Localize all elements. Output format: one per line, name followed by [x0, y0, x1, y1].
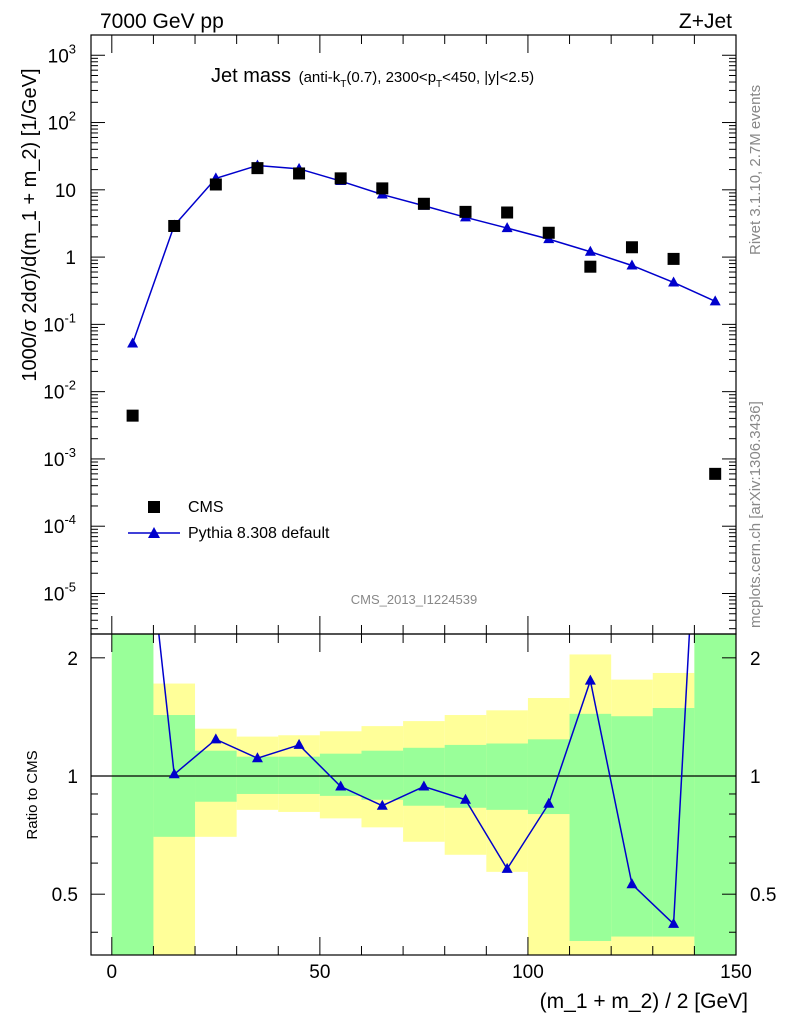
ratio-band-green: [569, 713, 612, 941]
cms-point: [126, 409, 139, 422]
x-tick-label: 100: [512, 962, 544, 983]
main-panel-frame: [90, 34, 737, 635]
ratio-point: [168, 768, 180, 779]
x-axis-label: (m_1 + m_2) / 2 [GeV]: [540, 990, 748, 1013]
cms-point: [376, 182, 389, 195]
cms-point: [542, 226, 555, 239]
ratio-band-green: [278, 756, 320, 794]
ratio-point: [251, 752, 263, 763]
y-tick-label: 10-1: [43, 310, 76, 336]
ratio-panel-frame: [90, 633, 737, 956]
ratio-point: [501, 862, 513, 873]
pythia-point: [709, 295, 721, 306]
y-tick-label: 10-2: [43, 378, 76, 404]
ratio-tick-label-left: 0.5: [52, 885, 78, 906]
ratio-point: [584, 674, 596, 685]
ratio-point: [293, 738, 305, 749]
y-axis-label: 1000/σ 2dσ)/d(m_1 + m_2) [1/GeV]: [19, 68, 41, 381]
ratio-point: [376, 799, 388, 810]
pythia-point: [626, 259, 638, 270]
ratio-band-green: [111, 634, 154, 955]
legend-marker-pythia: [148, 527, 160, 538]
cms-point: [625, 241, 638, 254]
pythia-point: [127, 337, 139, 348]
pythia-point: [501, 222, 513, 233]
ratio-band-green: [611, 716, 653, 937]
cms-point: [584, 260, 597, 273]
ratio-point: [543, 797, 555, 808]
cms-point: [251, 162, 264, 175]
chart-title: Jet mass (anti-kT(0.7), 2300<pT<450, |y|…: [211, 65, 534, 90]
cms-point: [417, 197, 430, 210]
ratio-tick-label-left: 2: [67, 649, 78, 670]
ratio-band-green: [694, 634, 736, 955]
ratio-tick-label-right: 1: [750, 767, 761, 788]
side-source: mcplots.cern.ch [arXiv:1306.3436]: [747, 401, 764, 628]
y-tick-label: 10-3: [43, 445, 76, 471]
cms-point: [293, 167, 306, 180]
y-tick-label: 10-4: [43, 512, 76, 538]
x-tick-label: 150: [720, 962, 752, 983]
legend-marker-cms: [148, 501, 160, 513]
ratio-point: [335, 780, 347, 791]
legend-label-cms: CMS: [188, 499, 224, 516]
ratio-band-green: [361, 750, 404, 800]
ratio-point: [626, 878, 638, 889]
pythia-point: [584, 245, 596, 256]
ratio-tick-label-right: 0.5: [750, 885, 776, 906]
ratio-band-green: [652, 708, 695, 937]
cms-point: [209, 178, 222, 191]
cms-point: [459, 205, 472, 218]
x-tick-label: 0: [107, 962, 118, 983]
y-tick-label: 10: [55, 181, 76, 202]
pythia-point: [668, 276, 680, 287]
ratio-tick-label-right: 2: [750, 649, 761, 670]
cms-point: [667, 252, 680, 265]
cms-point: [334, 172, 347, 185]
side-version: Rivet 3.1.10, 2.7M events: [747, 85, 764, 255]
cms-point: [168, 219, 181, 232]
ratio-point: [418, 780, 430, 791]
analysis-id: CMS_2013_I1224539: [351, 592, 478, 607]
y-tick-label: 102: [48, 109, 76, 135]
legend: CMS Pythia 8.308 default: [128, 499, 330, 542]
y-tick-label: 103: [48, 41, 76, 67]
y-tick-label: 10-5: [43, 579, 76, 605]
x-tick-label: 50: [309, 962, 330, 983]
ratio-band-green: [486, 743, 528, 810]
ratio-point: [668, 917, 680, 928]
pythia-series-line: [131, 164, 716, 344]
header-right: Z+Jet: [679, 10, 732, 33]
ratio-band-green: [236, 756, 279, 794]
ratio-tick-label-left: 1: [67, 767, 78, 788]
y-tick-label: 1: [65, 248, 76, 269]
cms-point: [501, 206, 514, 219]
ratio-axis-label: Ratio to CMS: [24, 750, 41, 839]
ratio-band-green: [403, 747, 445, 806]
legend-label-pythia: Pythia 8.308 default: [188, 525, 330, 542]
ratio-point: [210, 733, 222, 744]
cms-point: [709, 467, 722, 480]
header-left: 7000 GeV pp: [100, 10, 224, 33]
ratio-point: [460, 793, 472, 804]
